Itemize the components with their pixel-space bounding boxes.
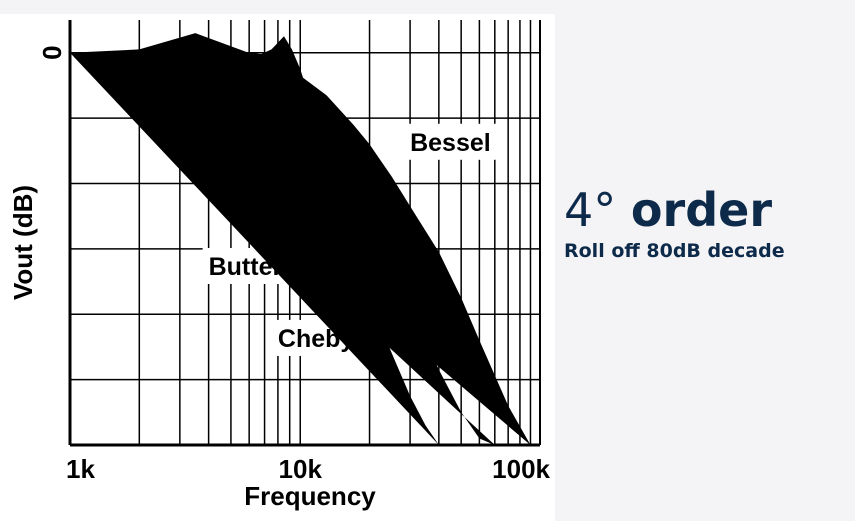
rolloff-note: Roll off 80dB decade (564, 240, 785, 262)
order-number: 4° (564, 183, 617, 237)
x-tick-label-10k: 10k (279, 454, 323, 484)
x-tick-labels: 1k 10k 100k (66, 454, 551, 484)
annotation-arrow-head (357, 209, 371, 224)
order-heading: 4° order (564, 182, 854, 238)
y-axis-title: Vout (dB) (8, 185, 38, 300)
annotation-plate (404, 123, 497, 160)
annotations: Bessel Butterworth Chebyshev (209, 129, 491, 353)
x-axis-title: Frequency (244, 481, 376, 511)
order-word: order (630, 183, 773, 237)
x-tick-label-100k: 100k (492, 454, 550, 484)
x-tick-label-1k: 1k (66, 454, 95, 484)
annotation-bessel: Bessel (410, 129, 491, 157)
chart-panel: Bessel Butterworth Chebyshev 1k 10k 100k 0 Freq… (0, 14, 555, 521)
y-tick-labels: 0 (37, 45, 67, 59)
annotation-chebyshev: Chebyshev (278, 325, 411, 353)
series-line-chebyshev (70, 33, 439, 445)
filter-response-chart: Bessel Butterworth Chebyshev 1k 10k 100k 0 Freq… (8, 20, 551, 511)
side-caption: 4° order Roll off 80dB decade (564, 182, 854, 262)
annotation-butterworth: Butterworth (209, 253, 351, 281)
y-tick-label: 0 (37, 45, 67, 59)
